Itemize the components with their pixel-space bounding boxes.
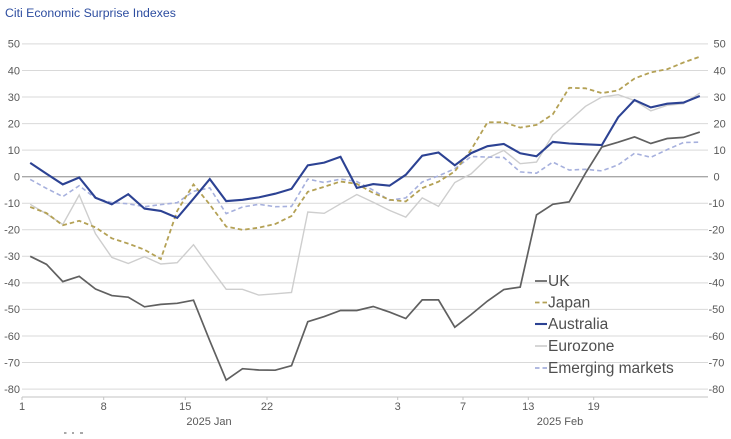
svg-text:10: 10	[714, 145, 726, 157]
svg-text:-30: -30	[709, 251, 725, 263]
svg-text:Citi Economic Surprise Indexes: Citi Economic Surprise Indexes	[5, 6, 176, 20]
svg-text:-20: -20	[709, 225, 725, 237]
svg-text:13: 13	[522, 401, 534, 413]
svg-text:Eurozone: Eurozone	[548, 338, 614, 355]
svg-text:-80: -80	[709, 384, 725, 396]
svg-text:3: 3	[395, 401, 401, 413]
svg-text:-70: -70	[4, 357, 20, 369]
svg-text:1: 1	[19, 401, 25, 413]
svg-text:-20: -20	[4, 225, 20, 237]
svg-text:22: 22	[261, 401, 273, 413]
svg-text:50: 50	[8, 39, 20, 51]
svg-text:19: 19	[588, 401, 600, 413]
svg-text:-70: -70	[709, 357, 725, 369]
svg-text:-50: -50	[4, 304, 20, 316]
svg-text:20: 20	[714, 118, 726, 130]
svg-text:-10: -10	[4, 198, 20, 210]
svg-text:UK: UK	[548, 273, 570, 290]
svg-text:10: 10	[8, 145, 20, 157]
svg-text:Emerging markets: Emerging markets	[548, 360, 674, 377]
svg-text:Japan: Japan	[548, 295, 590, 312]
svg-text:-50: -50	[709, 304, 725, 316]
svg-text:50: 50	[714, 39, 726, 51]
svg-text:30: 30	[8, 92, 20, 104]
svg-text:-60: -60	[4, 331, 20, 343]
svg-text:-80: -80	[4, 384, 20, 396]
svg-text:0: 0	[714, 172, 720, 184]
svg-text:20: 20	[8, 118, 20, 130]
svg-text:Australia: Australia	[548, 316, 609, 333]
svg-text:30: 30	[714, 92, 726, 104]
svg-text:-30: -30	[4, 251, 20, 263]
svg-text:8: 8	[101, 401, 107, 413]
svg-text:40: 40	[714, 65, 726, 77]
svg-text:-40: -40	[4, 278, 20, 290]
svg-text:0: 0	[14, 172, 20, 184]
svg-text:-60: -60	[709, 331, 725, 343]
svg-text:7: 7	[460, 401, 466, 413]
svg-text:2025 Feb: 2025 Feb	[537, 416, 583, 428]
svg-text:15: 15	[179, 401, 191, 413]
svg-text:-40: -40	[709, 278, 725, 290]
svg-text:40: 40	[8, 65, 20, 77]
svg-text:2025 Jan: 2025 Jan	[186, 416, 231, 428]
svg-text:-10: -10	[709, 198, 725, 210]
